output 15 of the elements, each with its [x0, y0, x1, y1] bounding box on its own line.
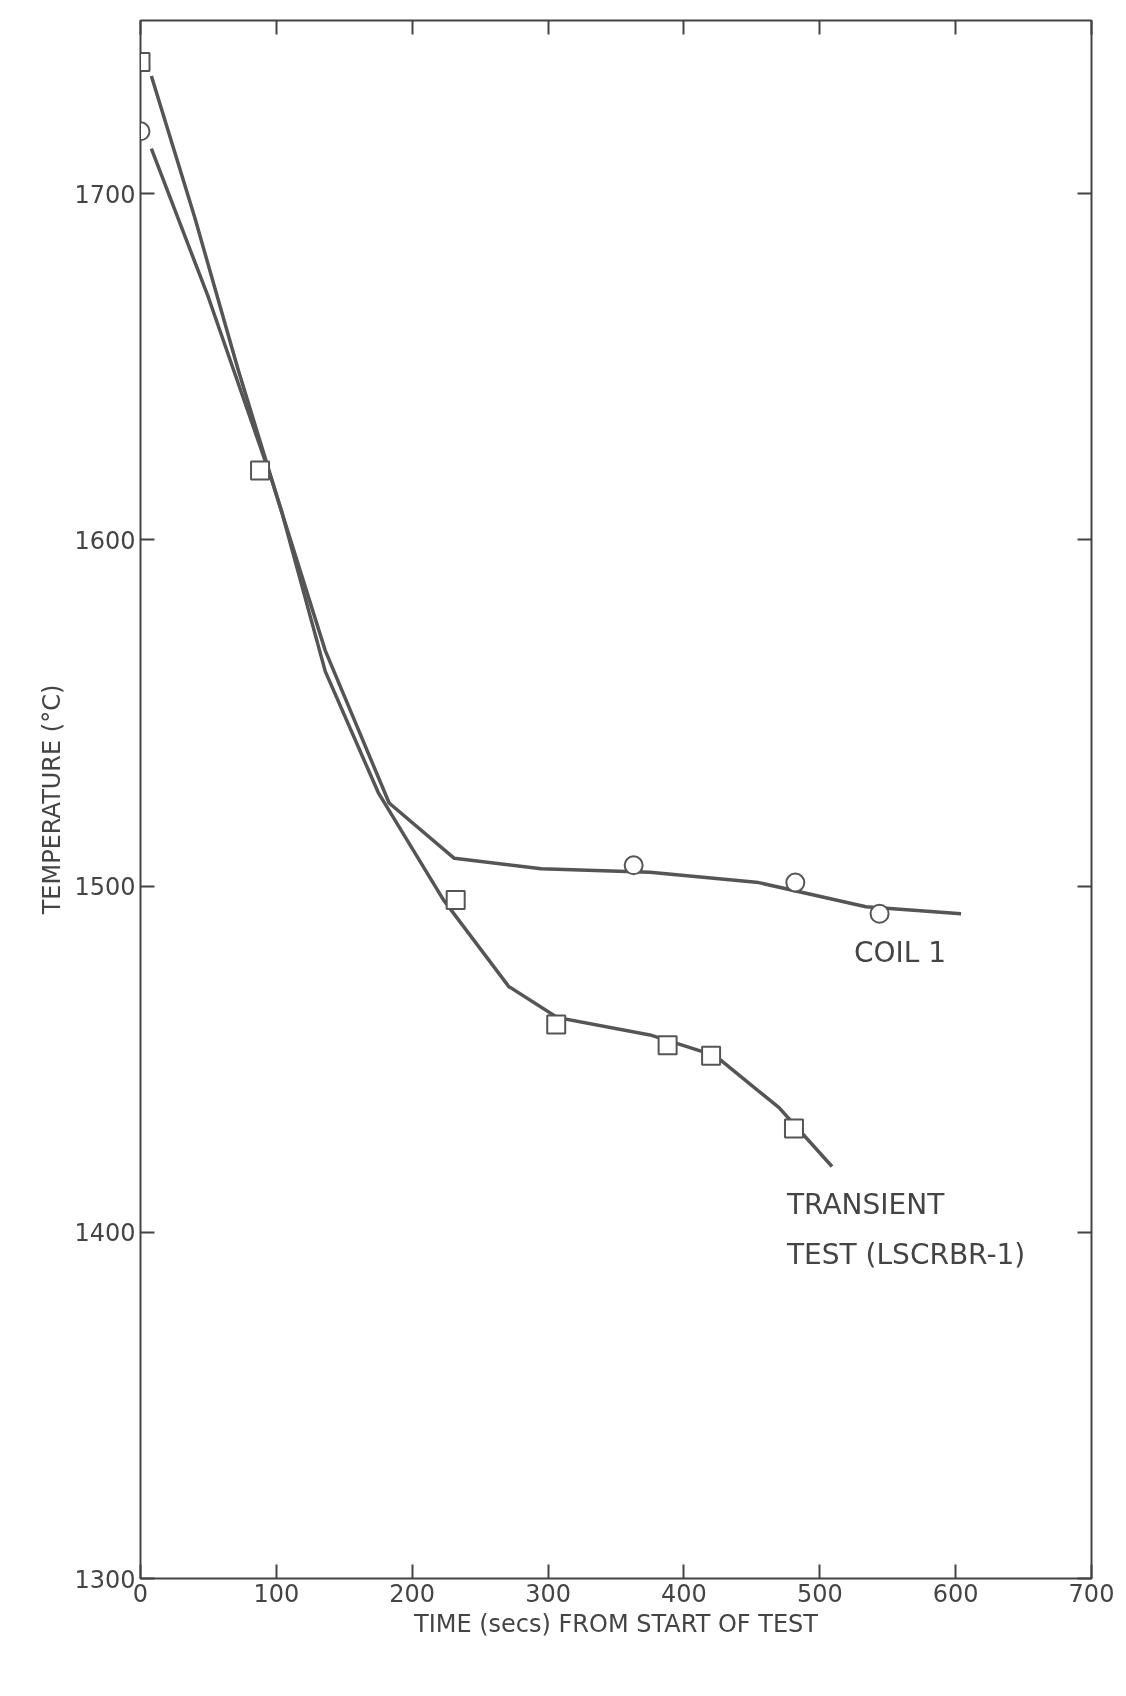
series-label: TRANSIENT TEST (LSCRBR-1) [786, 1188, 1026, 1272]
x-tick-label: 200 [389, 1579, 436, 1608]
x-tick-label: 400 [661, 1579, 707, 1608]
x-tick-label: 600 [932, 1579, 979, 1608]
y-tick-label: 1700 [74, 180, 136, 209]
x-tick-label: 100 [253, 1579, 300, 1608]
series-label: COIL 1 [853, 935, 947, 969]
x-tick-label: 700 [1068, 1579, 1115, 1608]
x-tick-label: 500 [796, 1579, 843, 1608]
y-tick-label: 1500 [74, 873, 136, 902]
x-tick-label: 300 [525, 1579, 571, 1608]
x-axis-title: TIME (secs) FROM START OF TEST [413, 1609, 819, 1638]
y-axis-title: TEMPERATURE (°C) [38, 684, 67, 916]
y-tick-label: 1600 [74, 526, 136, 555]
y-tick-label: 1400 [74, 1219, 136, 1248]
